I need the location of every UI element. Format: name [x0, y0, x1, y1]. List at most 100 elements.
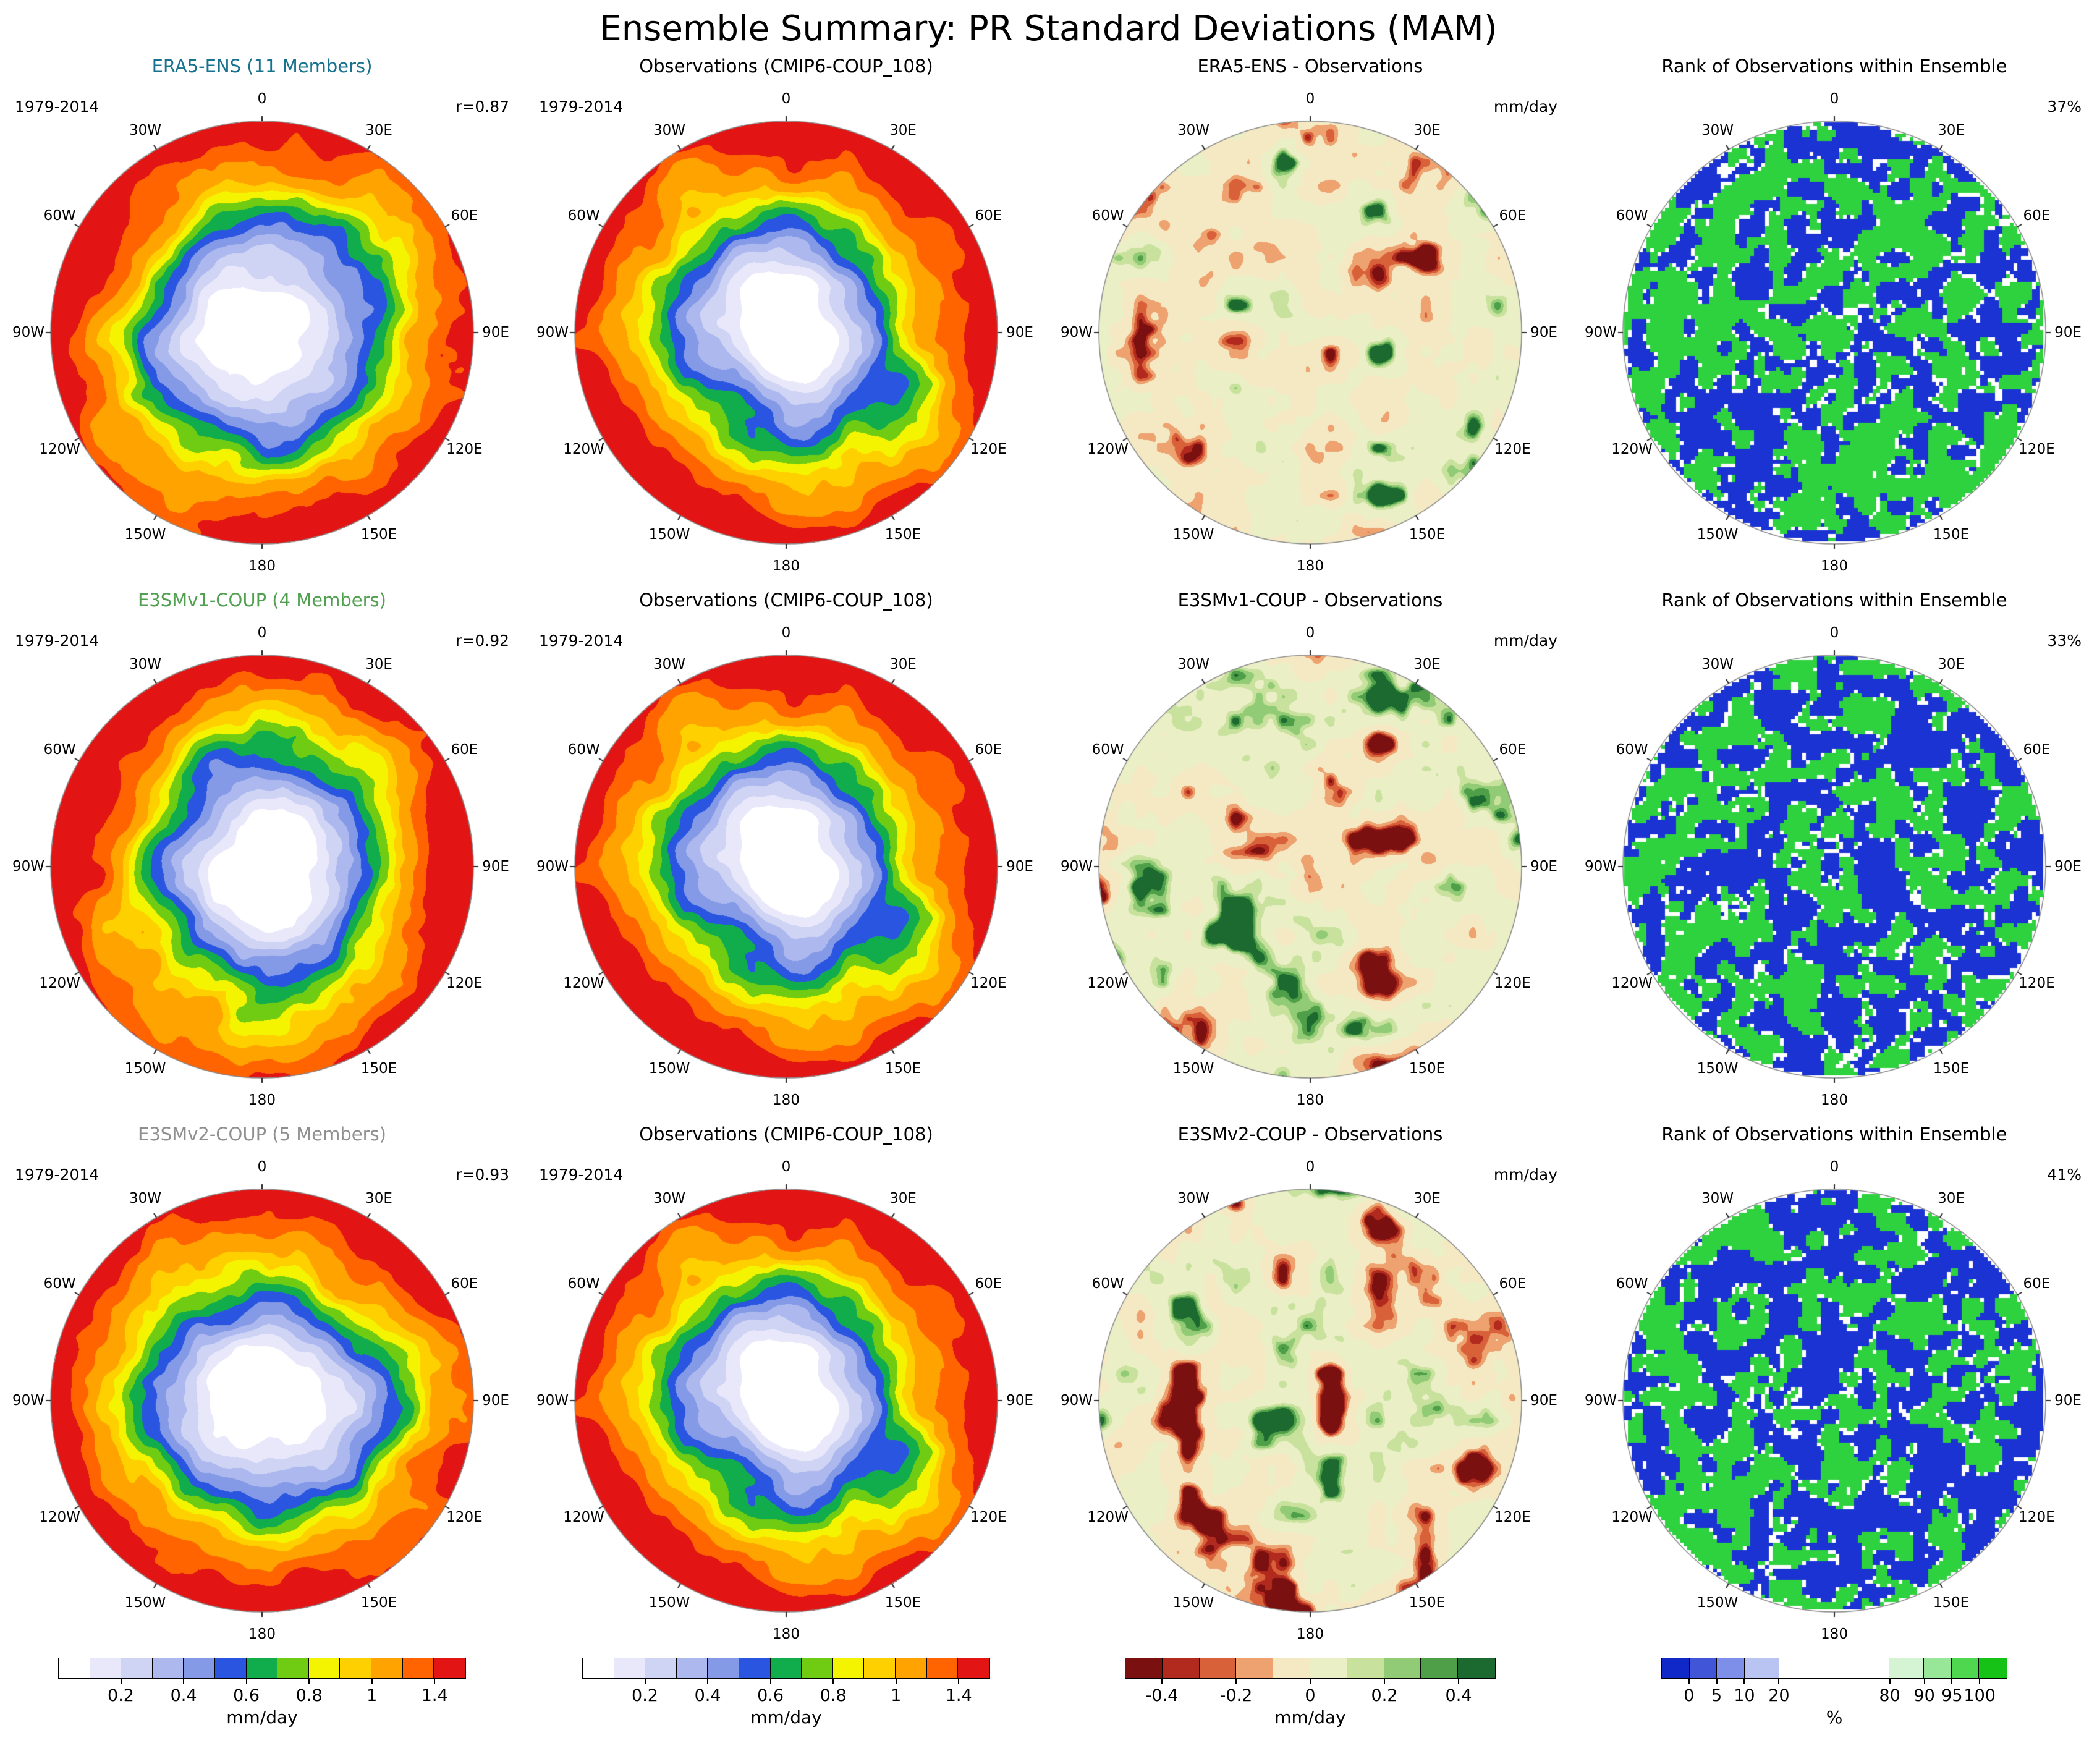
- lon-label-30E: 30E: [1938, 1190, 1965, 1206]
- lon-label-150W: 150W: [124, 527, 166, 543]
- map-box: mm/day 0 30E 60E 90E 120E 150E 180 150W 120W 90W 6…: [1057, 613, 1564, 1121]
- panel-title: Observations (CMIP6-COUP_108): [639, 590, 933, 611]
- polar-map-std-canvas: [569, 115, 1004, 550]
- lon-label-60W: 60W: [567, 1276, 600, 1292]
- colorbar-segment: [1717, 1658, 1745, 1678]
- lon-label-90E: 90E: [1530, 859, 1557, 875]
- lon-label-90E: 90E: [482, 1393, 509, 1409]
- lon-label-60W: 60W: [1091, 742, 1124, 758]
- colorbar-tick-mark: [434, 1679, 436, 1684]
- lon-label-120W: 120W: [1087, 975, 1129, 991]
- colorbar-segment: [1347, 1658, 1384, 1678]
- colorbar-ticks: 0 5 10 20 80 90 95 100: [1661, 1679, 2007, 1707]
- lon-label-0: 0: [781, 625, 791, 641]
- panel-era5-ens-std: ERA5-ENS (11 Members) 1979-2014 r=0.87 0…: [0, 53, 524, 587]
- colorbar-ticks: -0.4 -0.2 0 0.2 0.4: [1125, 1679, 1496, 1707]
- lon-label-90E: 90E: [482, 859, 509, 875]
- panel-title: E3SMv1-COUP - Observations: [1177, 590, 1443, 611]
- panel-era5-ens-diff: ERA5-ENS - Observations mm/day 0 30E 60E 90…: [1048, 53, 1572, 587]
- lon-label-30E: 30E: [1938, 122, 1965, 138]
- colorbar-tick-label: 1.4: [945, 1686, 972, 1705]
- lon-label-30E: 30E: [365, 656, 392, 672]
- colorbar-tick-label: 0: [1684, 1686, 1695, 1705]
- lon-label-60W: 60W: [1091, 208, 1124, 224]
- map-box: 1979-2014 0 30E 60E 90E 120E 150E 180 150W 120W 9…: [533, 1147, 1040, 1655]
- lon-label-120E: 120E: [446, 1509, 483, 1525]
- colorbar-segment: [1662, 1658, 1690, 1678]
- colorbar-tick-mark: [245, 1679, 247, 1684]
- panel-annotation-label: mm/day: [1493, 98, 1557, 116]
- colorbar-tick-label: 90: [1913, 1686, 1935, 1705]
- colorbar-segment: [121, 1658, 153, 1678]
- lon-label-90E: 90E: [2054, 859, 2082, 875]
- colorbar-segment: [277, 1658, 309, 1678]
- colorbar-ticks: 0.2 0.4 0.6 0.8 1 1.4: [582, 1679, 990, 1707]
- colorbar-tick-label: 1: [366, 1686, 378, 1705]
- colorbar-segment: [864, 1658, 896, 1678]
- lon-label-120W: 120W: [39, 1509, 80, 1525]
- colorbar-tick-label: 95: [1941, 1686, 1963, 1705]
- panel-obs-row3: Observations (CMIP6-COUP_108) 1979-2014 …: [524, 1121, 1048, 1655]
- lon-label-60E: 60E: [451, 208, 478, 224]
- lon-label-150E: 150E: [1933, 527, 1970, 543]
- colorbar-tick-mark: [895, 1679, 897, 1684]
- lon-label-30W: 30W: [653, 122, 686, 138]
- lon-label-60E: 60E: [2023, 208, 2051, 224]
- lon-label-30E: 30E: [889, 1190, 917, 1206]
- colorbar-tick-mark: [1889, 1679, 1891, 1684]
- colorbar-tick-label: 0.4: [170, 1686, 197, 1705]
- lon-label-60W: 60W: [43, 742, 76, 758]
- lon-label-30E: 30E: [1938, 656, 1965, 672]
- lon-label-180: 180: [248, 558, 276, 574]
- colorbar-tick-label: 0.4: [694, 1686, 721, 1705]
- lon-label-150W: 150W: [1172, 1061, 1214, 1077]
- lon-label-60W: 60W: [567, 742, 600, 758]
- colorbar-bar: [58, 1658, 466, 1679]
- panel-title: Rank of Observations within Ensemble: [1661, 590, 2007, 611]
- polar-map-diff-canvas: [1093, 649, 1528, 1084]
- lon-label-30W: 30W: [1701, 656, 1734, 672]
- lon-label-120E: 120E: [446, 441, 483, 457]
- colorbar-segment: [1689, 1658, 1718, 1678]
- colorbar-tick-mark: [1716, 1679, 1718, 1684]
- panel-title: E3SMv1-COUP (4 Members): [138, 590, 386, 611]
- lon-label-120W: 120W: [1611, 1509, 1653, 1525]
- colorbar-tick-mark: [1688, 1679, 1690, 1684]
- lon-label-150W: 150W: [648, 1595, 690, 1611]
- lon-label-150W: 150W: [648, 1061, 690, 1077]
- colorbar-unit-label: mm/day: [750, 1707, 822, 1728]
- panel-annotation-label: mm/day: [1493, 632, 1557, 650]
- panel-period-label: 1979-2014: [539, 1166, 624, 1184]
- lon-label-120E: 120E: [2019, 441, 2055, 457]
- lon-label-60W: 60W: [1616, 742, 1648, 758]
- lon-label-150W: 150W: [648, 527, 690, 543]
- colorbar-segment: [59, 1658, 90, 1678]
- lon-label-90W: 90W: [536, 1393, 569, 1409]
- colorbar-tick-mark: [1458, 1679, 1459, 1684]
- lon-label-0: 0: [781, 1159, 791, 1175]
- map-box: 41% 0 30E 60E 90E 120E 150E 180 150W 120W 90W 60W 3…: [1581, 1147, 2088, 1655]
- colorbar-bar: [1661, 1658, 2007, 1679]
- lon-label-30E: 30E: [1413, 1190, 1441, 1206]
- lon-label-150E: 150E: [1933, 1061, 1970, 1077]
- lon-label-90W: 90W: [536, 859, 569, 875]
- lon-label-60E: 60E: [975, 742, 1002, 758]
- colorbar-tick-mark: [769, 1679, 771, 1684]
- lon-label-30E: 30E: [365, 1190, 392, 1206]
- lon-label-120W: 120W: [39, 441, 80, 457]
- lon-label-120E: 120E: [2019, 1509, 2055, 1525]
- map-box: mm/day 0 30E 60E 90E 120E 150E 180 150W 120W 90W 6…: [1057, 79, 1564, 587]
- lon-label-180: 180: [248, 1092, 276, 1108]
- colorbar-tick-label: 0: [1305, 1686, 1316, 1705]
- colorbar-tick-label: 5: [1711, 1686, 1722, 1705]
- colorbar-tick-mark: [1923, 1679, 1925, 1684]
- lon-label-120E: 120E: [2019, 975, 2055, 991]
- colorbar-tick-label: 0.6: [757, 1686, 784, 1705]
- panel-era5-ens-rank: Rank of Observations within Ensemble 37%…: [1572, 53, 2096, 587]
- lon-label-30W: 30W: [1177, 122, 1210, 138]
- lon-label-120W: 120W: [1087, 1509, 1129, 1525]
- panel-obs-row2: Observations (CMIP6-COUP_108) 1979-2014 …: [524, 587, 1048, 1121]
- lon-label-90E: 90E: [1006, 1393, 1033, 1409]
- lon-label-180: 180: [773, 1092, 800, 1108]
- colorbar-tick-label: 0.8: [820, 1686, 847, 1705]
